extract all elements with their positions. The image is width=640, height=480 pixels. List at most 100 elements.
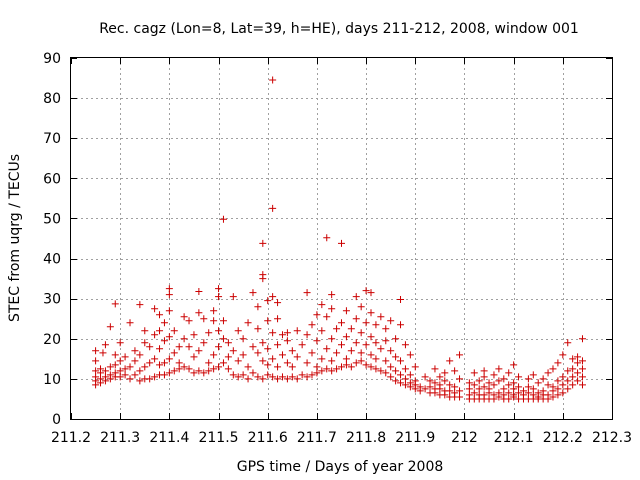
data-point xyxy=(313,311,321,319)
data-point xyxy=(559,389,567,397)
data-point xyxy=(534,379,542,387)
data-point xyxy=(549,365,557,373)
y-tick-label: 60 xyxy=(43,171,61,187)
y-tick-label: 40 xyxy=(43,252,61,268)
data-point xyxy=(559,373,567,381)
data-point xyxy=(165,369,173,377)
data-point xyxy=(92,373,100,381)
data-point xyxy=(387,347,395,355)
data-point xyxy=(136,377,144,385)
data-point xyxy=(215,363,223,371)
data-point xyxy=(210,307,218,315)
data-point xyxy=(234,373,242,381)
data-point xyxy=(318,367,326,375)
data-point xyxy=(136,367,144,375)
data-point xyxy=(372,339,380,347)
x-tick-label: 211.2 xyxy=(51,430,91,446)
data-point xyxy=(574,369,582,377)
data-point xyxy=(111,369,119,377)
data-point xyxy=(111,300,119,308)
data-point xyxy=(357,329,365,337)
y-axis-tick-labels: 0 10 20 30 40 50 60 70 80 90 xyxy=(43,51,61,428)
data-point xyxy=(475,377,483,385)
data-point xyxy=(210,365,218,373)
data-point xyxy=(510,361,518,369)
data-point xyxy=(401,341,409,349)
data-point xyxy=(411,377,419,385)
data-point xyxy=(244,375,252,383)
y-tick-label: 90 xyxy=(43,51,61,67)
data-point xyxy=(249,369,257,377)
data-point xyxy=(574,353,582,361)
data-point xyxy=(451,367,459,375)
data-point xyxy=(99,349,107,357)
x-tick-label: 211.8 xyxy=(346,430,386,446)
data-point xyxy=(564,367,572,375)
data-point xyxy=(357,357,365,365)
data-point xyxy=(406,371,414,379)
data-point xyxy=(495,389,503,397)
data-point xyxy=(146,359,154,367)
data-point xyxy=(239,351,247,359)
data-point xyxy=(328,357,336,365)
data-point xyxy=(382,325,390,333)
axis-ticks xyxy=(71,58,613,420)
data-point xyxy=(283,375,291,383)
data-point xyxy=(283,329,291,337)
data-point xyxy=(544,369,552,377)
data-point xyxy=(524,389,532,397)
data-point xyxy=(313,337,321,345)
data-point xyxy=(382,337,390,345)
data-point xyxy=(529,391,537,399)
data-point xyxy=(441,369,449,377)
data-point xyxy=(185,343,193,351)
data-point xyxy=(446,357,454,365)
data-point xyxy=(121,365,129,373)
data-point xyxy=(97,365,105,373)
data-point xyxy=(480,391,488,399)
data-point xyxy=(446,387,454,395)
data-point xyxy=(333,365,341,373)
data-point xyxy=(569,365,577,373)
data-point xyxy=(264,361,272,369)
data-point xyxy=(224,339,232,347)
data-point xyxy=(544,381,552,389)
data-point xyxy=(387,317,395,325)
data-point xyxy=(401,365,409,373)
data-point xyxy=(288,363,296,371)
data-point xyxy=(136,301,144,309)
data-point xyxy=(465,385,473,393)
data-point xyxy=(470,381,478,389)
data-point xyxy=(303,289,311,297)
data-point xyxy=(465,391,473,399)
data-point xyxy=(569,355,577,363)
data-point xyxy=(313,369,321,377)
data-point xyxy=(131,371,139,379)
y-tick-label: 80 xyxy=(43,91,61,107)
data-point xyxy=(126,319,134,327)
x-tick-label: 211.3 xyxy=(100,430,140,446)
x-tick-label: 212.1 xyxy=(494,430,534,446)
data-point xyxy=(215,327,223,335)
y-tick-label: 0 xyxy=(52,412,61,428)
data-point xyxy=(392,335,400,343)
data-point xyxy=(456,375,464,383)
x-axis-tick-labels: 211.2 211.3 211.4 211.5 211.6 211.7 211.8 211.9… xyxy=(51,430,632,446)
data-point xyxy=(219,335,227,343)
x-axis-title: GPS time / Days of year 2008 xyxy=(237,459,444,475)
data-point xyxy=(249,343,257,351)
data-point xyxy=(515,383,523,391)
data-point xyxy=(411,363,419,371)
data-point xyxy=(456,393,464,401)
data-point xyxy=(338,341,345,349)
data-point xyxy=(92,367,100,375)
data-point xyxy=(372,355,380,363)
data-point xyxy=(308,321,316,329)
data-point xyxy=(160,371,168,379)
data-point xyxy=(490,391,498,399)
data-point xyxy=(165,285,173,293)
data-point xyxy=(283,359,291,367)
data-point xyxy=(367,333,375,341)
data-point xyxy=(323,313,331,321)
